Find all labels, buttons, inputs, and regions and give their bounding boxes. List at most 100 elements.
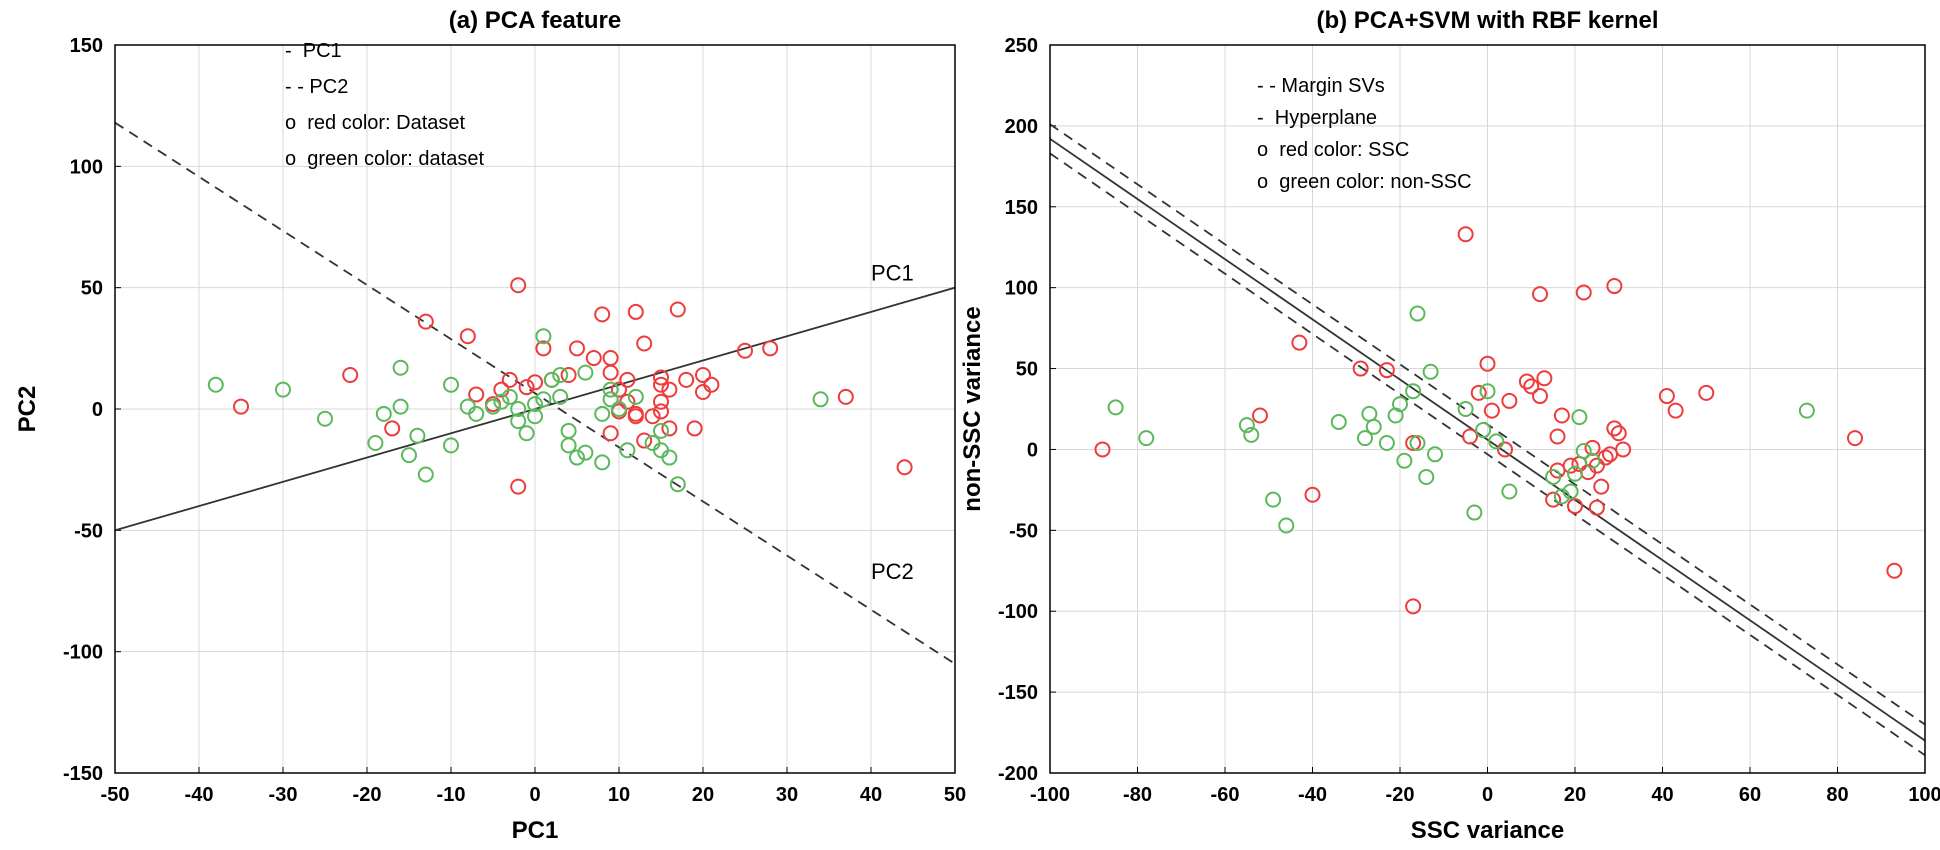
data-point (577, 444, 594, 461)
data-point (1532, 286, 1548, 303)
data-point (1392, 396, 1408, 413)
data-point (1361, 405, 1378, 422)
legend-entry: o green color: non-SSC (1257, 171, 1472, 193)
y-tick-label: 50 (1016, 359, 1038, 381)
data-point (1252, 407, 1268, 424)
data-point (1545, 468, 1562, 485)
data-point (1593, 478, 1610, 495)
data-point (703, 376, 720, 393)
data-point (661, 449, 678, 466)
data-point (392, 398, 409, 415)
data-point (619, 393, 636, 410)
data-point (527, 396, 543, 413)
data-point (527, 408, 543, 425)
data-point (1584, 452, 1601, 469)
data-point (417, 313, 434, 330)
data-point (686, 420, 703, 437)
data-point (569, 340, 585, 357)
y-tick-label: -50 (74, 520, 103, 542)
data-point (1606, 278, 1623, 295)
data-point (653, 393, 669, 410)
data-point (1418, 468, 1435, 485)
data-point (560, 437, 577, 454)
x-tick-label: 40 (1651, 784, 1673, 806)
plot-frame (114, 44, 956, 774)
data-point (417, 466, 434, 483)
y-tick-label: -100 (998, 601, 1038, 623)
data-point (1798, 402, 1815, 419)
y-tick-label: 250 (1005, 35, 1038, 57)
data-point (661, 420, 678, 437)
chart-0: -50 -40 -30 -20 -10 0 10 20 30 40 50-150-100-50050… (14, 7, 966, 844)
data-point (1532, 388, 1548, 405)
data-point (602, 364, 619, 381)
data-point (1567, 465, 1583, 482)
data-point (1422, 363, 1439, 380)
x-tick-label: -40 (1298, 784, 1327, 806)
data-point (627, 303, 644, 320)
y-tick-label: 150 (70, 35, 103, 57)
x-tick-label: -100 (1030, 784, 1070, 806)
chart-title: (b) PCA+SVM with RBF kernel (1316, 7, 1658, 34)
data-point (594, 306, 611, 323)
legend-entry: - - Margin SVs (1257, 75, 1385, 97)
data-point (653, 422, 669, 439)
data-point (1488, 433, 1505, 450)
data-point (459, 398, 476, 415)
data-point (510, 277, 527, 294)
data-point (812, 391, 829, 408)
data-point (560, 422, 577, 439)
data-point (1457, 226, 1474, 243)
data-point (644, 408, 661, 425)
series-1 (207, 328, 829, 493)
line-margin-svs-lower (1050, 152, 1925, 756)
data-point (1584, 439, 1601, 456)
data-point (392, 359, 409, 376)
data-point (560, 367, 577, 384)
y-tick-label: 100 (1005, 278, 1038, 300)
data-point (317, 410, 333, 427)
data-point (653, 403, 669, 420)
data-point (1409, 434, 1426, 451)
data-point (1610, 425, 1627, 442)
data-point (1523, 378, 1540, 395)
data-point (627, 405, 644, 422)
data-point (594, 454, 611, 471)
legend-entry: o red color: Dataset (285, 112, 466, 134)
data-point (1483, 402, 1500, 419)
data-point (1597, 449, 1614, 466)
data-point (1479, 383, 1496, 400)
data-point (896, 459, 913, 476)
data-point (233, 398, 249, 415)
data-point (1615, 441, 1632, 458)
data-point (1588, 499, 1605, 516)
data-point (585, 350, 602, 367)
data-point (552, 388, 569, 405)
data-point (275, 381, 291, 398)
legend-entry: - Hyperplane (1257, 107, 1377, 129)
data-point (1475, 422, 1492, 439)
y-tick-label: 100 (70, 156, 103, 178)
data-point (527, 374, 543, 391)
data-point (636, 432, 653, 449)
data-point (1265, 491, 1282, 508)
data-point (1571, 409, 1588, 426)
series-0 (233, 277, 913, 495)
data-point (1462, 428, 1478, 445)
data-point (611, 381, 627, 398)
data-point (501, 371, 518, 388)
data-point (661, 381, 678, 398)
y-tick-label: -100 (63, 642, 103, 664)
x-tick-label: 20 (692, 784, 714, 806)
data-point (1562, 483, 1579, 500)
x-tick-label: -10 (437, 784, 466, 806)
data-point (1094, 441, 1111, 458)
data-point (1365, 418, 1382, 435)
series-0 (1094, 226, 1903, 615)
data-point (1575, 284, 1592, 301)
x-tick-label: 80 (1826, 784, 1848, 806)
y-tick-label: -50 (1009, 520, 1038, 542)
data-point (1405, 383, 1422, 400)
data-point (518, 379, 535, 396)
data-point (1138, 430, 1155, 447)
